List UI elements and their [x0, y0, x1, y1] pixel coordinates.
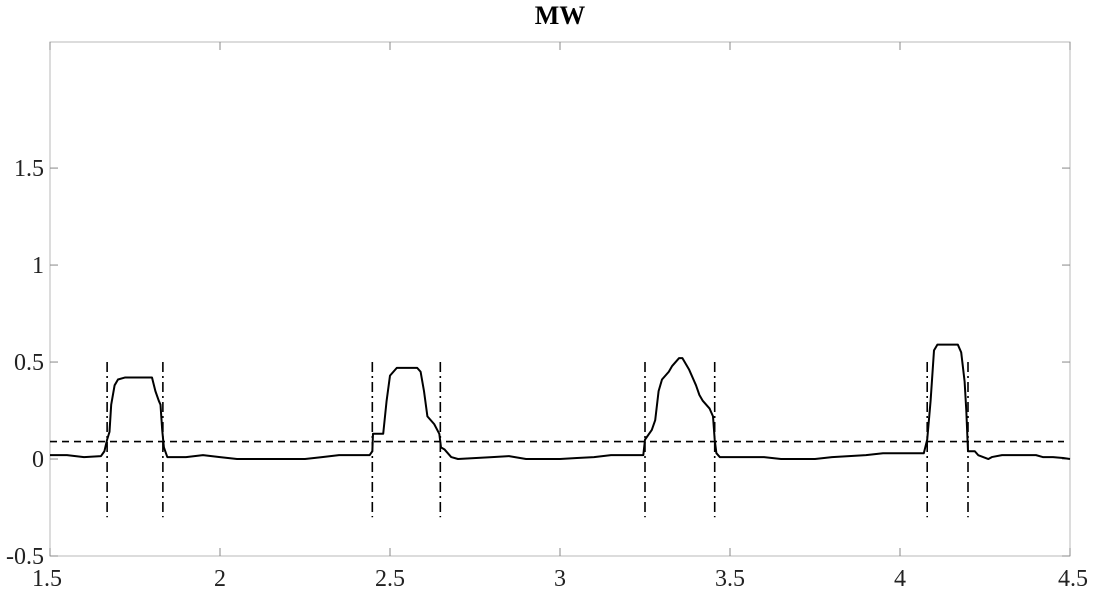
x-tick-label: 4 — [894, 566, 906, 592]
event-markers — [106, 362, 969, 518]
x-tick-label: 3 — [554, 566, 566, 592]
y-tick-label: 1.5 — [14, 156, 44, 182]
signal-line — [50, 343, 1071, 461]
plot-area-frame — [49, 41, 1071, 557]
y-tick-label: -0.5 — [6, 544, 44, 570]
y-tick-label: 0.5 — [14, 350, 44, 376]
tick-labels: 1.5 2 2.5 3 3.5 4 4.5 -0.5 0 0.5 1 1.5 — [6, 156, 1088, 592]
x-tick-label: 2.5 — [375, 566, 405, 592]
axis-ticks — [49, 42, 1071, 557]
x-tick-label: 1.5 — [32, 566, 62, 592]
series-layer — [50, 343, 1071, 461]
y-tick-label: 0 — [32, 447, 44, 473]
x-tick-label: 4.5 — [1058, 566, 1088, 592]
chart-title: MW — [535, 1, 586, 30]
y-tick-label: 1 — [32, 253, 44, 279]
x-tick-label: 3.5 — [715, 566, 745, 592]
x-tick-label: 2 — [214, 566, 226, 592]
